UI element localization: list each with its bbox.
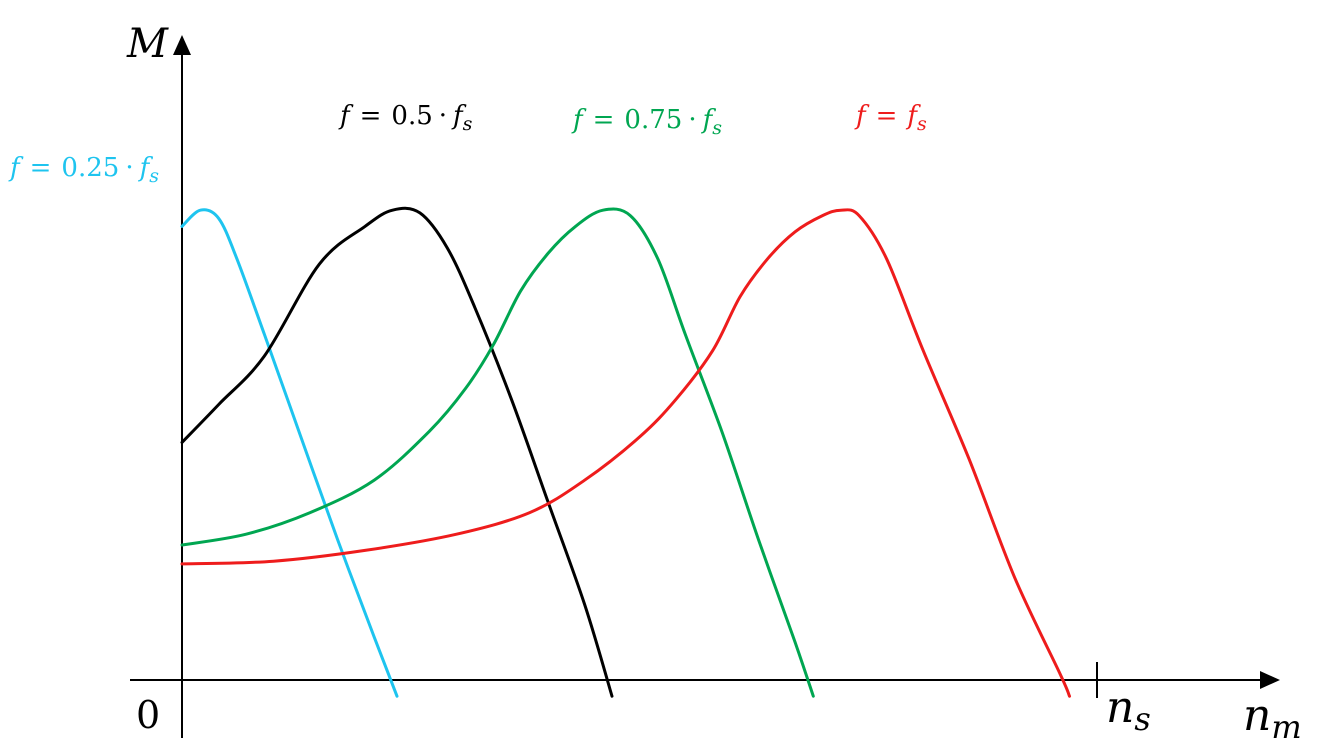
y-axis-label: M (126, 21, 169, 67)
series-line-2 (180, 206, 614, 698)
x-axis-label: nm (1243, 690, 1302, 746)
y-axis-arrow (173, 35, 191, 55)
series-line-3 (180, 207, 815, 698)
series-label-4: f = fs (854, 101, 927, 135)
x-tick-label: ns (1106, 682, 1151, 738)
x-axis-arrow (1260, 671, 1280, 689)
origin-label: 0 (136, 693, 160, 737)
series-label-3: f = 0.75 · fs (571, 105, 722, 139)
series-label-1: f = 0.25 · fs (8, 153, 159, 187)
series-line-1 (180, 208, 399, 698)
curves (180, 206, 1071, 698)
series-label-2: f = 0.5 · fs (338, 101, 473, 135)
curve-labels: f = 0.25 · fs f = 0.5 · fs f = 0.75 · fs f = fs (8, 101, 927, 187)
series-line-4 (180, 208, 1071, 698)
